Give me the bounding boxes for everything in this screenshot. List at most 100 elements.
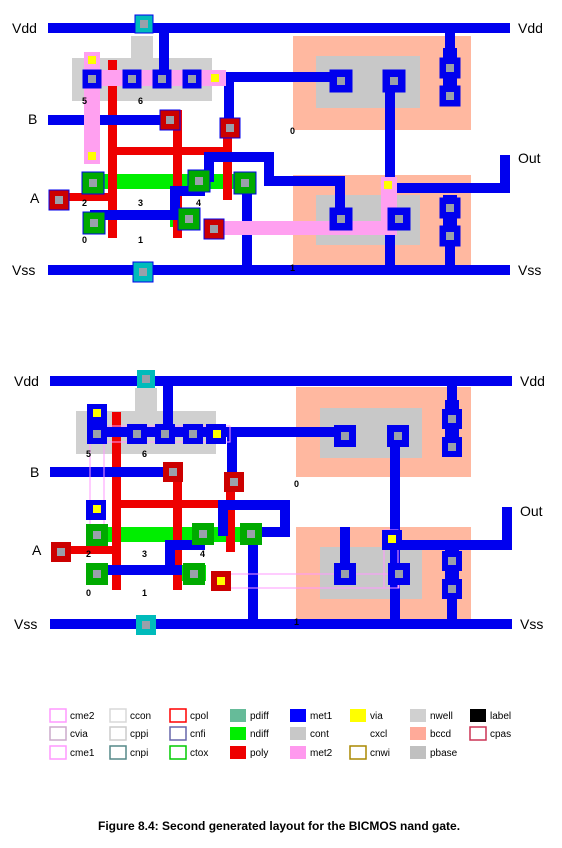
met1-bjt-vdd xyxy=(445,28,455,50)
legend-swatch xyxy=(470,709,486,722)
out-label-1: Out xyxy=(518,150,541,166)
node-label-1: 1 xyxy=(138,235,143,245)
legend-item-ccon: ccon xyxy=(109,708,151,723)
met1-v-mid2-2 xyxy=(280,500,290,533)
met1-v-out-2 xyxy=(248,527,258,623)
met1-v-mid3 xyxy=(335,176,345,216)
legend-swatch xyxy=(109,745,127,760)
contact-cuts-1 xyxy=(55,20,454,276)
met1-v-drop xyxy=(204,152,214,182)
legend-swatch xyxy=(410,709,426,722)
legend-swatch xyxy=(410,746,426,759)
legend-label: ctox xyxy=(190,748,208,759)
vdd-label-left-1: Vdd xyxy=(12,20,37,36)
vss-rail-2 xyxy=(50,619,512,629)
legend-item-met2: met2 xyxy=(290,746,333,759)
vias-1 xyxy=(88,56,392,189)
legend-swatch xyxy=(290,746,306,759)
poly-h-1-2 xyxy=(112,500,235,508)
a-label-1: A xyxy=(30,190,40,206)
met1-vdd-drop xyxy=(159,28,169,80)
legend-label: cpol xyxy=(190,711,208,722)
legend-label: cvia xyxy=(70,729,88,740)
legend-item-cme2: cme2 xyxy=(49,708,95,723)
legend-label: cme2 xyxy=(70,711,95,722)
legend-label: ndiff xyxy=(250,729,269,740)
legend-swatch xyxy=(169,745,187,760)
met1-bjt-vss xyxy=(445,243,455,268)
node-label-2: 0 xyxy=(86,588,91,598)
poly-stub-a-2 xyxy=(66,546,116,554)
met1-v-mid3-2 xyxy=(340,527,350,574)
node-label-2: 6 xyxy=(142,449,147,459)
legend-swatch xyxy=(230,746,246,759)
legend-item-cnwi: cnwi xyxy=(349,745,390,760)
node-label-2: 2 xyxy=(86,549,91,559)
met1-h-mid-2 xyxy=(218,500,288,510)
legend-label: ccon xyxy=(130,711,151,722)
legend-label: via xyxy=(370,711,383,722)
vss-label-left-2: Vss xyxy=(14,616,37,632)
met1-out-1 xyxy=(390,183,510,193)
legend-swatch xyxy=(469,726,487,741)
legend-label: poly xyxy=(250,748,268,759)
met1-out-2 xyxy=(500,155,510,193)
legend-item-cpol: cpol xyxy=(169,708,208,723)
legend-label: cnfi xyxy=(190,729,206,740)
vdd-label-right-1: Vdd xyxy=(518,20,543,36)
poly-2 xyxy=(173,110,182,238)
poly-2-2 xyxy=(173,462,182,590)
legend-swatch xyxy=(230,709,246,722)
node-label-1: 2 xyxy=(82,198,87,208)
node-label-2: 1 xyxy=(142,588,147,598)
met1-v-mid2 xyxy=(264,152,274,180)
met1-b-wire xyxy=(48,115,175,125)
legend-item-poly: poly xyxy=(230,746,268,759)
met1-v-drop-2 xyxy=(218,500,228,536)
legend-swatch xyxy=(350,709,366,722)
legend-item-cpas: cpas xyxy=(469,726,511,741)
met1-h-mid xyxy=(204,152,272,162)
legend-label: cppi xyxy=(130,729,148,740)
poly-3-2 xyxy=(226,482,235,552)
met1-h-mid2-2 xyxy=(255,527,290,537)
legend-swatch xyxy=(169,708,187,723)
legend-label: label xyxy=(490,711,511,722)
legend-item-cppi: cppi xyxy=(109,726,148,741)
legend-item-label: label xyxy=(470,709,511,722)
node-label-2: 0 xyxy=(294,479,299,489)
node-label-2: 3 xyxy=(142,549,147,559)
met2-v-left xyxy=(84,52,100,164)
met1-b-wire-2 xyxy=(50,467,175,477)
legend-item-met1: met1 xyxy=(290,709,333,722)
legend-item-cme1: cme1 xyxy=(49,745,95,760)
b-label-2: B xyxy=(30,464,39,480)
met1-h-left2 xyxy=(170,190,180,220)
met1-out-2-2 xyxy=(502,507,512,549)
met1-h-left xyxy=(90,210,180,220)
legend-swatch xyxy=(169,726,187,741)
legend-label: pbase xyxy=(430,748,458,759)
layout-2: Vdd Vdd B A Vss Vss Out 5 6 2 3 4 0 1 0 … xyxy=(14,370,545,635)
legend-item-cxcl: cxcl xyxy=(349,726,387,741)
legend-item-via: via xyxy=(350,709,383,722)
figure-caption: Figure 8.4: Second generated layout for … xyxy=(98,819,460,833)
legend-swatch xyxy=(349,745,367,760)
legend-item-cnfi: cnfi xyxy=(169,726,206,741)
node-label-1: 5 xyxy=(82,96,87,106)
node-label-2: 5 xyxy=(86,449,91,459)
legend-swatch xyxy=(109,726,127,741)
poly-h-1 xyxy=(108,147,232,155)
legend-item-cont: cont xyxy=(290,727,329,740)
node-label-1: 4 xyxy=(196,198,201,208)
met1-v-mid-2 xyxy=(227,432,237,482)
legend-item-ndiff: ndiff xyxy=(230,727,269,740)
legend-item-pdiff: pdiff xyxy=(230,709,269,722)
vss-rail-1 xyxy=(48,265,510,275)
legend-label: met2 xyxy=(310,748,333,759)
legend-item-cnpi: cnpi xyxy=(109,745,148,760)
met1-v-right xyxy=(385,72,395,272)
legend-swatch xyxy=(349,726,367,741)
met1-h-left-2 xyxy=(92,565,182,575)
poly-stub-a xyxy=(64,193,114,201)
